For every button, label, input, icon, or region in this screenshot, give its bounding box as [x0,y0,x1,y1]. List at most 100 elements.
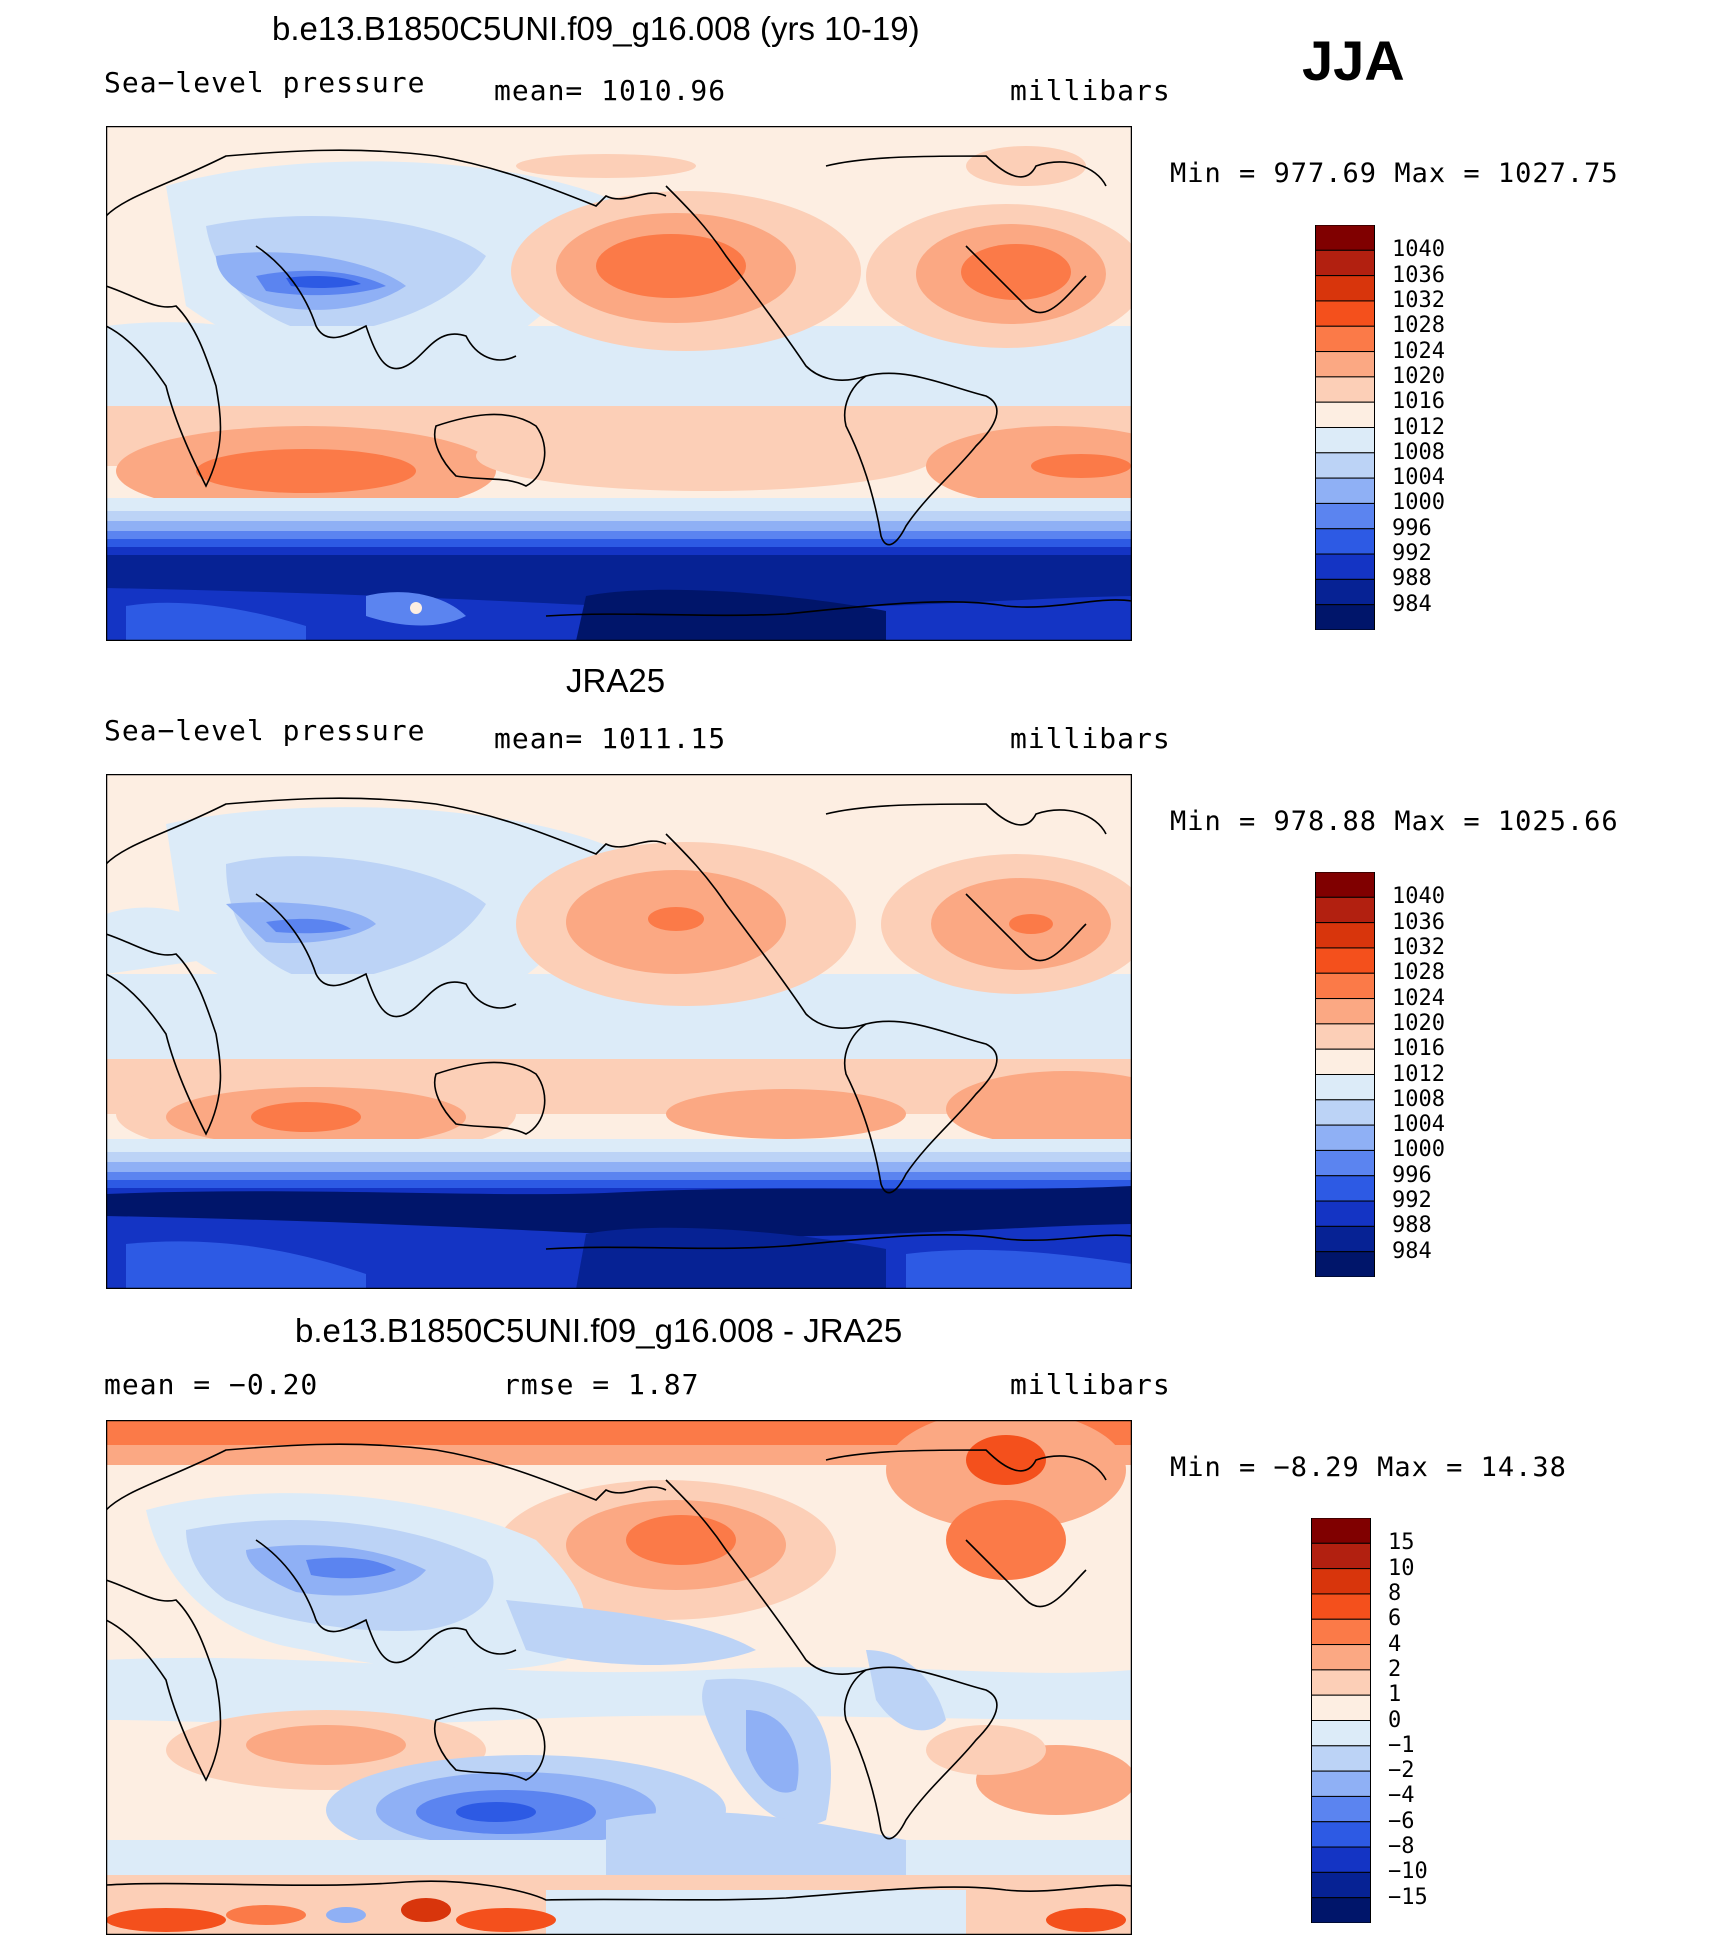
colorbar-obs [1315,871,1375,1278]
colorbar-swatch [1315,376,1375,403]
colorbar-tick-label: −15 [1388,1884,1428,1910]
mean-label: mean= 1011.15 [494,722,727,755]
colorbar-swatch [1315,528,1375,555]
colorbar-swatch [1315,325,1375,353]
colorbar-tick-label: 4 [1388,1631,1402,1657]
colorbar-tick-label: 1024 [1392,985,1445,1011]
colorbar-swatch [1311,1871,1371,1899]
colorbar-tick-label: 1012 [1392,414,1445,440]
colorbar-swatch [1311,1568,1371,1595]
colorbar-tick-label: 1 [1388,1682,1402,1708]
colorbar-tick-label: 1020 [1392,1010,1445,1036]
colorbar-swatches [1315,871,1375,1278]
colorbar-swatch [1315,224,1375,251]
colorbar-tick-label: −2 [1388,1758,1415,1784]
colorbar-tick-label: 1036 [1392,909,1445,935]
colorbar-swatch [1315,1074,1375,1101]
slp-map-obs [106,774,1132,1289]
colorbar-tick-label: 1024 [1392,338,1445,364]
colorbar-tick-label: −10 [1388,1859,1428,1885]
colorbar-tick-label: 1020 [1392,363,1445,389]
colorbar-tick-label: 1040 [1392,237,1445,263]
colorbar-swatch [1311,1846,1371,1873]
colorbar-swatch [1315,502,1375,530]
colorbar-swatch [1315,604,1375,631]
colorbar-swatch [1311,1517,1371,1544]
panel-title: b.e13.B1850C5UNI.f09_g16.008 (yrs 10-19) [272,10,920,47]
colorbar-tick-label: 1012 [1392,1061,1445,1087]
colorbar-tick-label: 996 [1392,1162,1432,1188]
colorbar-tick-label: 1000 [1392,1137,1445,1163]
variable-label: Sea−level pressure [104,714,426,747]
colorbar-swatch [1311,1720,1371,1747]
colorbar-swatch [1315,249,1375,277]
colorbar-swatch [1315,1099,1375,1126]
colorbar-tick-label: 1040 [1392,884,1445,910]
colorbar-tick-label: 992 [1392,541,1432,567]
colorbar-swatch [1311,1618,1371,1646]
colorbar-tick-label: 1032 [1392,934,1445,960]
units-label: millibars [1010,1368,1171,1401]
colorbar-tick-label: 1032 [1392,287,1445,313]
colorbar-swatch [1315,998,1375,1025]
colorbar-tick-label: −1 [1388,1732,1415,1758]
colorbar-swatch [1315,1251,1375,1278]
colorbar-swatch [1315,477,1375,504]
colorbar-swatch [1315,1048,1375,1075]
min-max-label: Min = −8.29 Max = 14.38 [1170,1452,1567,1483]
panel-title: JRA25 [566,662,666,699]
units-label: millibars [1010,722,1171,755]
colorbar-tick-label: 6 [1388,1606,1402,1632]
colorbar-tick-label: 15 [1388,1530,1415,1556]
colorbar-swatch [1315,896,1375,924]
min-max-label: Min = 977.69 Max = 1027.75 [1170,158,1619,189]
colorbar-tick-label: 984 [1392,591,1432,617]
colorbar-swatch [1311,1795,1371,1823]
colorbar-tick-label: 10 [1388,1555,1415,1581]
colorbar-swatch [1311,1669,1371,1696]
colorbar-swatch [1315,922,1375,949]
units-label: millibars [1010,74,1171,107]
colorbar-swatch [1311,1897,1371,1924]
colorbar-tick-label: 8 [1388,1580,1402,1606]
rmse-label: rmse = 1.87 [503,1368,700,1401]
colorbar-swatch [1315,1225,1375,1253]
colorbar-tick-label: 2 [1388,1656,1402,1682]
colorbar-swatch [1315,1200,1375,1227]
colorbar-tick-label: 1004 [1392,1112,1445,1138]
colorbar-swatch [1315,1124,1375,1151]
colorbar-swatch [1311,1745,1371,1772]
slp-map-difference [106,1420,1132,1935]
colorbar-swatch [1315,300,1375,327]
colorbar-swatch [1311,1821,1371,1848]
colorbar-swatch [1315,947,1375,974]
colorbar-tick-label: 1008 [1392,1086,1445,1112]
colorbar-swatch [1315,351,1375,378]
colorbar-tick-label: 0 [1388,1707,1402,1733]
colorbar-tick-label: 1028 [1392,313,1445,339]
min-max-label: Min = 978.88 Max = 1025.66 [1170,806,1619,837]
mean-label: mean= 1010.96 [494,74,727,107]
colorbar-tick-label: 992 [1392,1188,1432,1214]
colorbar-tick-label: 1004 [1392,465,1445,491]
colorbar-swatch [1311,1694,1371,1721]
colorbar-tick-label: −4 [1388,1783,1415,1809]
colorbar-swatch [1315,553,1375,580]
colorbar-tick-label: 1028 [1392,960,1445,986]
colorbar-swatch [1315,1175,1375,1202]
colorbar-swatch [1311,1542,1371,1570]
colorbar-tick-label: 1008 [1392,439,1445,465]
colorbar-swatches [1311,1517,1371,1924]
colorbar-swatch [1315,972,1375,1000]
colorbar-swatch [1315,871,1375,898]
colorbar-tick-label: 1016 [1392,389,1445,415]
season-label: JJA [1302,29,1405,92]
colorbar-swatch [1311,1770,1371,1797]
colorbar-swatch [1315,401,1375,428]
colorbar-tick-label: −8 [1388,1834,1415,1860]
colorbar-tick-label: 1016 [1392,1036,1445,1062]
colorbar-swatch [1315,1023,1375,1050]
colorbar-swatches [1315,224,1375,631]
colorbar-tick-label: 996 [1392,515,1432,541]
colorbar-swatch [1315,452,1375,479]
